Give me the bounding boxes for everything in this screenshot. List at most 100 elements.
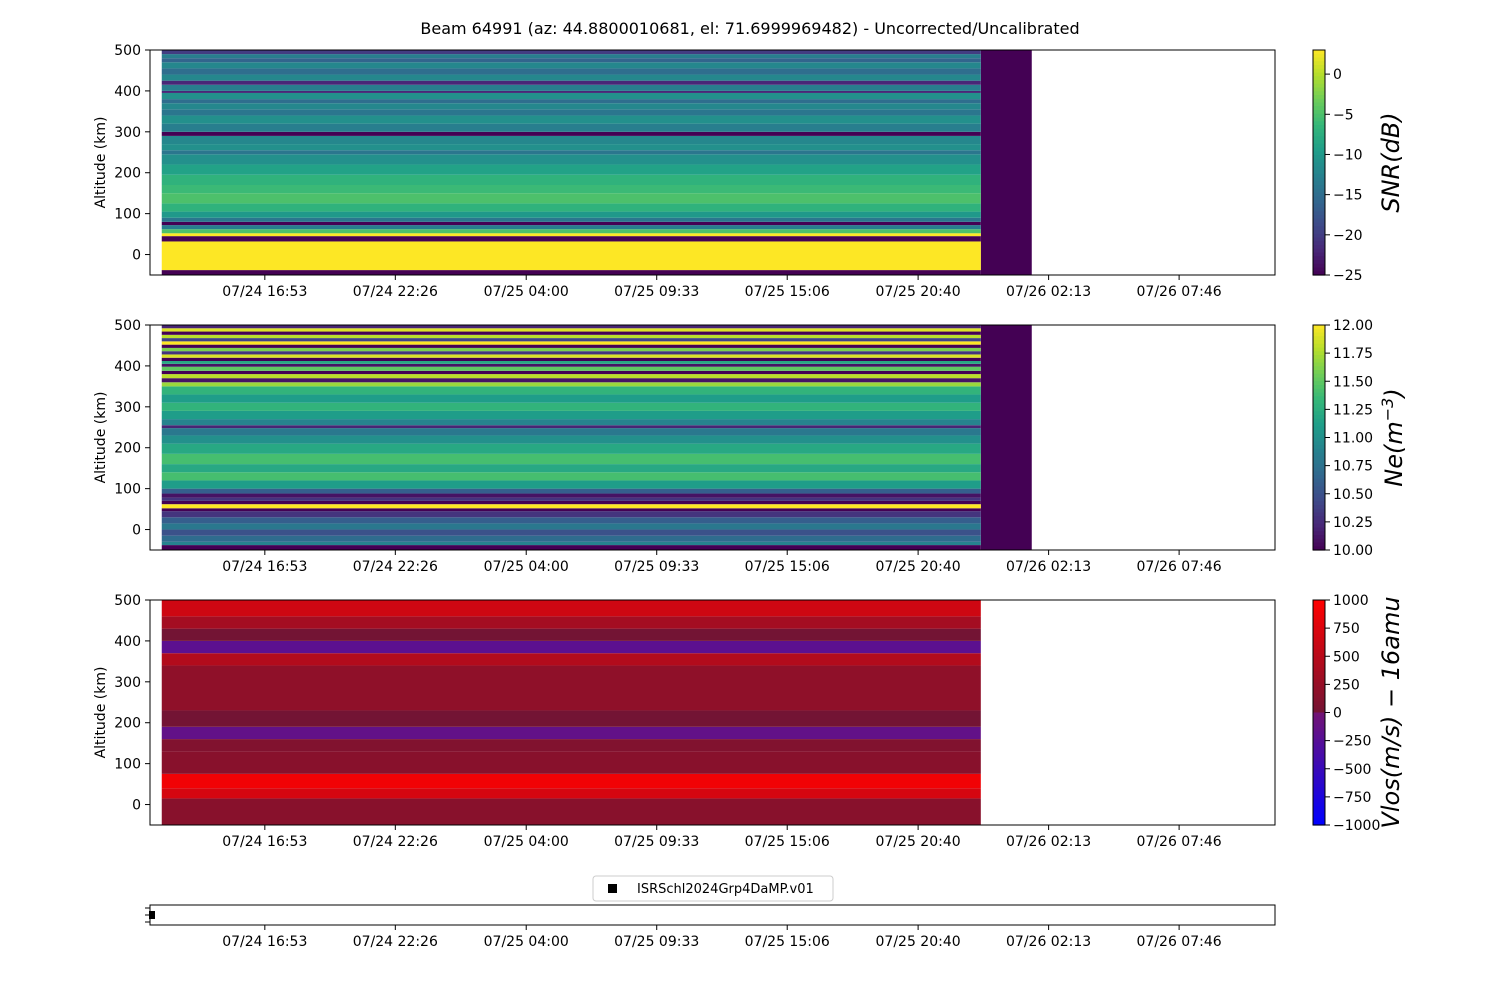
snr-colorbar-step-30 xyxy=(1313,162,1325,167)
ne-colorbar-step-42 xyxy=(1313,482,1325,487)
snr-colorbar-step-32 xyxy=(1313,170,1325,175)
snr-colorbar-step-5 xyxy=(1313,68,1325,74)
ne-row-33 xyxy=(161,357,981,361)
snr-colorbar-step-39 xyxy=(1313,196,1325,201)
vlos-colorbar-step-21 xyxy=(1313,678,1325,684)
vlos-row-7 xyxy=(161,665,981,711)
ne-row-10 xyxy=(161,497,981,501)
vlos-cbar-tick-label-2: 500 xyxy=(1333,649,1360,665)
ne-row-15 xyxy=(161,464,981,473)
vlos-colorbar-label: Vlos(m/s) − 16amu xyxy=(1377,596,1405,828)
vlos-colorbar-step-10 xyxy=(1313,637,1325,642)
vlos-colorbar-step-38 xyxy=(1313,742,1325,747)
vlos-colorbar-step-0 xyxy=(1313,600,1325,605)
snr-colorbar-step-46 xyxy=(1313,222,1325,227)
ne-colorbar-step-45 xyxy=(1313,493,1325,499)
vlos-row-1 xyxy=(161,788,981,799)
vlos-colorbar-step-15 xyxy=(1313,656,1325,661)
vlos-colorbar-step-20 xyxy=(1313,675,1325,680)
ne-ytick-label-1: 100 xyxy=(114,482,141,498)
vlos-xtick-label-1: 07/24 22:26 xyxy=(353,834,438,850)
ne-colorbar-step-53 xyxy=(1313,523,1325,529)
snr-colorbar-step-37 xyxy=(1313,188,1325,194)
vlos-colorbar-step-53 xyxy=(1313,798,1325,804)
snr-colorbar-step-16 xyxy=(1313,110,1325,115)
snr-xtick-label-7: 07/26 07:46 xyxy=(1137,284,1222,300)
ne-ytick-label-5: 500 xyxy=(114,318,141,334)
ne-colorbar-step-13 xyxy=(1313,373,1325,379)
ne-row-20 xyxy=(161,425,981,429)
snr-colorbar-step-14 xyxy=(1313,102,1325,107)
vlos-xtick-label-7: 07/26 07:46 xyxy=(1137,834,1222,850)
vlos-ytick-label-5: 500 xyxy=(114,593,141,609)
snr-colorbar-label: SNR(dB) xyxy=(1377,112,1405,212)
vlos-colorbar-step-19 xyxy=(1313,671,1325,676)
snr-row-31 xyxy=(161,58,981,63)
timeline-marker xyxy=(149,911,155,919)
vlos-colorbar-step-37 xyxy=(1313,738,1325,744)
vlos-colorbar-step-27 xyxy=(1313,701,1325,706)
ne-colorbar-step-9 xyxy=(1313,358,1325,364)
ne-axes-frame xyxy=(149,324,1276,551)
snr-ytick-label-5: 500 xyxy=(114,43,141,59)
ne-colorbar-step-58 xyxy=(1313,542,1325,547)
ne-row-38 xyxy=(161,341,981,345)
snr-colorbar-step-27 xyxy=(1313,151,1325,156)
snr-row-3 xyxy=(161,233,981,237)
ne-cbar-tick-label-4: 11.00 xyxy=(1333,431,1373,447)
ne-ytick-label-3: 300 xyxy=(114,400,141,416)
ne-row-7 xyxy=(161,508,981,512)
legend-label: ISRSchl2024Grp4DaMP.v01 xyxy=(637,882,814,897)
vlos-colorbar-step-28 xyxy=(1313,705,1325,710)
ne-colorbar-step-21 xyxy=(1313,403,1325,409)
ne-colorbar-step-2 xyxy=(1313,332,1325,337)
ne-colorbar-step-37 xyxy=(1313,463,1325,469)
ne-row-35 xyxy=(161,351,981,355)
ne-colorbar-step-29 xyxy=(1313,433,1325,439)
snr-colorbar-step-4 xyxy=(1313,65,1325,70)
vlos-colorbar-step-14 xyxy=(1313,652,1325,657)
ne-colorbar-step-34 xyxy=(1313,452,1325,457)
ne-row-29 xyxy=(161,370,981,375)
vlos-xtick-label-2: 07/25 04:00 xyxy=(484,834,569,850)
ne-colorbar-step-46 xyxy=(1313,497,1325,502)
snr-colorbar-step-11 xyxy=(1313,91,1325,96)
snr-nodata-block xyxy=(980,50,1032,275)
ne-row-13 xyxy=(161,480,981,489)
ne-ytick-label-0: 0 xyxy=(132,523,141,539)
ne-row-14 xyxy=(161,472,981,481)
snr-colorbar-step-12 xyxy=(1313,95,1325,100)
ne-row-11 xyxy=(161,493,981,498)
ne-colorbar-step-5 xyxy=(1313,343,1325,349)
ne-ytick-label-4: 400 xyxy=(114,359,141,375)
vlos-colorbar-step-6 xyxy=(1313,622,1325,627)
ne-row-4 xyxy=(161,523,981,530)
snr-row-10 xyxy=(161,193,981,204)
ne-row-21 xyxy=(161,419,981,426)
vlos-colorbar-step-17 xyxy=(1313,663,1325,669)
ne-row-24 xyxy=(161,394,981,403)
vlos-colorbar-step-22 xyxy=(1313,682,1325,687)
ne-colorbar-step-59 xyxy=(1313,546,1325,551)
snr-row-27 xyxy=(161,80,981,85)
vlos-xtick-label-5: 07/25 20:40 xyxy=(876,834,961,850)
snr-colorbar-step-56 xyxy=(1313,260,1325,265)
vlos-cbar-tick-label-1: 750 xyxy=(1333,621,1360,637)
vlos-colorbar-step-55 xyxy=(1313,806,1325,811)
snr-colorbar-step-57 xyxy=(1313,263,1325,269)
snr-row-2 xyxy=(161,236,981,242)
snr-colorbar-step-50 xyxy=(1313,237,1325,242)
vlos-colorbar-step-1 xyxy=(1313,603,1325,609)
ne-row-37 xyxy=(161,344,981,348)
snr-row-23 xyxy=(161,99,981,104)
snr-row-20 xyxy=(161,115,981,124)
snr-row-17 xyxy=(161,135,981,145)
ne-xtick-label-1: 07/24 22:26 xyxy=(353,559,438,575)
ne-colorbar-step-11 xyxy=(1313,366,1325,371)
ne-row-23 xyxy=(161,402,981,411)
snr-xtick-label-3: 07/25 09:33 xyxy=(614,284,699,300)
vlos-colorbar-step-39 xyxy=(1313,746,1325,751)
ne-row-12 xyxy=(161,488,981,494)
ne-row-39 xyxy=(161,338,981,342)
snr-row-12 xyxy=(161,174,981,185)
